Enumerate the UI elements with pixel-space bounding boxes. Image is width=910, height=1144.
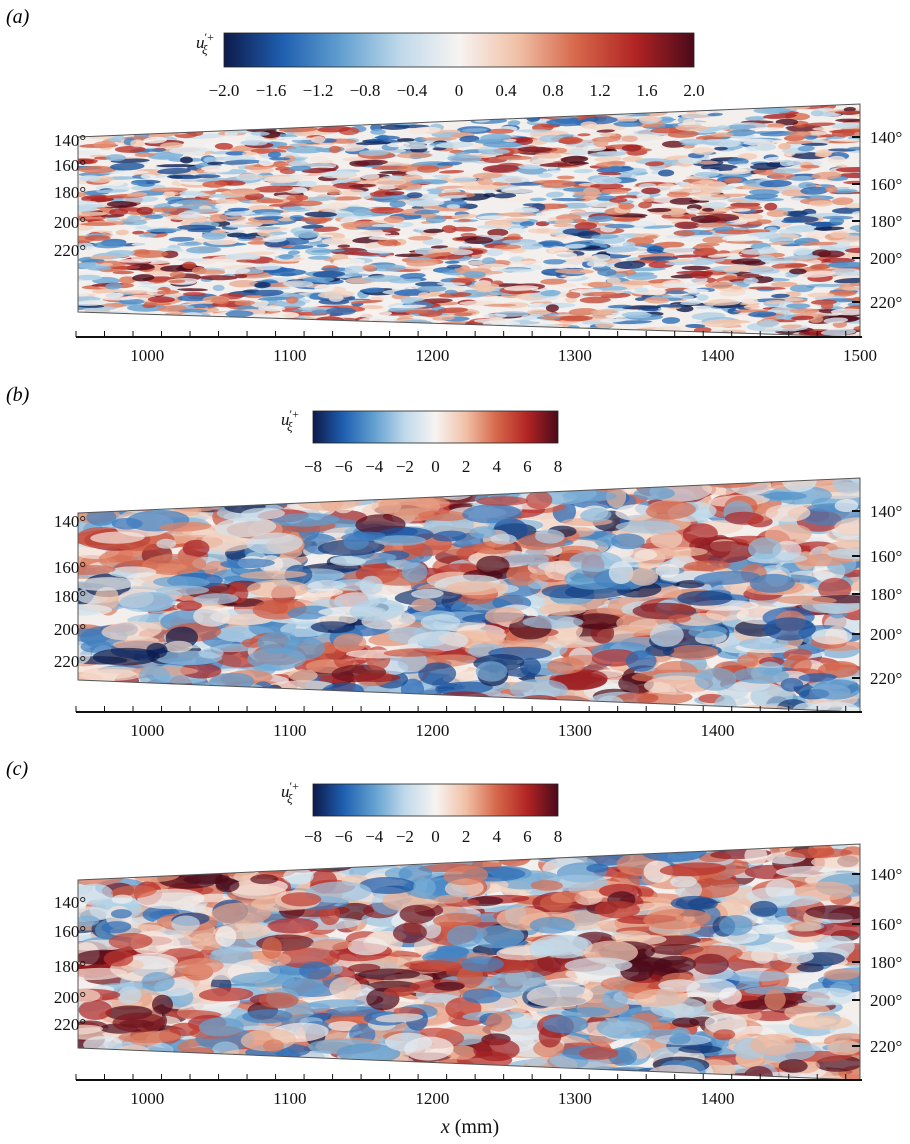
colorbar-tick-label: 0.4 [495, 81, 517, 100]
y-tick-label-left: 220° [54, 1015, 86, 1034]
x-tick-label: 1400 [700, 346, 734, 365]
y-tick-label-right: 180° [870, 585, 902, 604]
x-tick-label: 1200 [415, 346, 449, 365]
y-tick-label-right: 180° [870, 953, 902, 972]
y-tick-label-right: 200° [870, 625, 902, 644]
x-tick-label: 1100 [273, 1089, 306, 1108]
x-tick-label: 1000 [130, 1089, 164, 1108]
colorbar-tick-label: 4 [493, 457, 502, 476]
colorbar-tick-label: 2 [462, 827, 471, 846]
y-tick-label-left: 160° [54, 558, 86, 577]
heatmap-field [78, 478, 860, 712]
colorbar-tick-label: −6 [335, 827, 353, 846]
y-tick-label-left: 180° [54, 183, 86, 202]
panel-label: (b) [6, 384, 30, 406]
colorbar [312, 410, 559, 444]
y-tick-label-right: 220° [870, 669, 902, 688]
y-tick-label-right: 200° [870, 991, 902, 1010]
colorbar-tick-label: 0 [431, 457, 440, 476]
colorbar-tick-label: −8 [304, 827, 322, 846]
panel-label: (c) [6, 758, 29, 780]
y-tick-label-left: 200° [54, 213, 86, 232]
colorbar-tick-label: 2.0 [683, 81, 704, 100]
x-tick-label: 1400 [700, 1089, 734, 1108]
x-tick-label: 1100 [273, 721, 306, 740]
colorbar [223, 32, 695, 68]
y-tick-label-right: 200° [870, 249, 902, 268]
y-tick-label-right: 180° [870, 212, 902, 231]
panel-label: (a) [6, 6, 30, 28]
colorbar-tick-label: 6 [523, 457, 532, 476]
x-tick-label: 1000 [130, 346, 164, 365]
x-tick-label: 1300 [558, 1089, 592, 1108]
x-axis-label-var: x [440, 1116, 450, 1138]
y-tick-label-left: 140° [54, 893, 86, 912]
x-axis-label: x (mm) [440, 1116, 499, 1138]
x-tick-label: 1500 [843, 346, 877, 365]
x-tick-label: 1300 [558, 721, 592, 740]
colorbar-tick-label: −4 [365, 827, 384, 846]
colorbar-label: u′+ ξ [196, 30, 214, 57]
x-tick-label: 1100 [273, 346, 306, 365]
colorbar-tick-label: −4 [365, 457, 384, 476]
colorbar-tick-label: −2 [396, 827, 414, 846]
y-tick-label-left: 160° [54, 922, 86, 941]
y-tick-label-left: 180° [54, 587, 86, 606]
colorbar-tick-label: 8 [554, 827, 563, 846]
colorbar-tick-label: 4 [493, 827, 502, 846]
colorbar-tick-label: −0.8 [350, 81, 381, 100]
colorbar-tick-label: 0 [455, 81, 464, 100]
y-tick-label-right: 220° [870, 1037, 902, 1056]
x-axis-label-unit: (mm) [450, 1116, 499, 1138]
colorbar [312, 783, 559, 817]
colorbar-tick-label: −6 [335, 457, 353, 476]
colorbar-tick-label: 1.2 [589, 81, 610, 100]
y-tick-label-left: 200° [54, 620, 86, 639]
y-tick-label-left: 140° [54, 512, 86, 531]
colorbar-tick-label: −2 [396, 457, 414, 476]
y-tick-label-right: 140° [870, 502, 902, 521]
heatmap-field [78, 104, 860, 337]
y-tick-label-left: 220° [54, 241, 86, 260]
y-tick-label-right: 140° [870, 865, 902, 884]
x-tick-label: 1000 [130, 721, 164, 740]
y-tick-label-left: 180° [54, 957, 86, 976]
y-tick-label-right: 140° [870, 128, 902, 147]
colorbar-label: u′+ ξ [281, 779, 299, 806]
x-tick-label: 1400 [700, 721, 734, 740]
colorbar-tick-label: −0.4 [397, 81, 428, 100]
colorbar-tick-label: −8 [304, 457, 322, 476]
y-tick-label-right: 160° [870, 175, 902, 194]
y-tick-label-left: 220° [54, 652, 86, 671]
colorbar-tick-label: 0.8 [542, 81, 563, 100]
y-tick-label-right: 160° [870, 547, 902, 566]
colorbar-tick-label: 0 [431, 827, 440, 846]
chart-panel: (c) u′+ ξ −8 −6 −4 −2 0 2 4 6 8 1000 1100 1200 1300 1400… [6, 758, 902, 1108]
colorbar-tick-label: 1.6 [636, 81, 657, 100]
y-tick-label-right: 220° [870, 293, 902, 312]
colorbar-tick-label: −1.6 [256, 81, 287, 100]
colorbar-tick-label: −1.2 [303, 81, 334, 100]
colorbar-tick-label: 8 [554, 457, 563, 476]
x-tick-label: 1300 [558, 346, 592, 365]
y-tick-label-left: 200° [54, 988, 86, 1007]
colorbar-tick-label: −2.0 [209, 81, 240, 100]
colorbar-tick-label: 2 [462, 457, 471, 476]
x-tick-label: 1200 [415, 721, 449, 740]
y-tick-label-left: 140° [54, 131, 86, 150]
y-tick-label-left: 160° [54, 156, 86, 175]
colorbar-tick-label: 6 [523, 827, 532, 846]
y-tick-label-right: 160° [870, 915, 902, 934]
heatmap-field [78, 844, 860, 1080]
colorbar-label: u′+ ξ [281, 407, 299, 434]
chart-panel: (a) u′+ ξ −2.0 −1.6 −1.2 −0.8 −0.4 0 0.4 0.8 1.2 1.6… [6, 6, 902, 365]
x-tick-label: 1200 [415, 1089, 449, 1108]
chart-panel: (b) u′+ ξ −8 −6 −4 −2 0 2 4 6 8 1000 1100 1200 1300 1400… [6, 384, 902, 740]
